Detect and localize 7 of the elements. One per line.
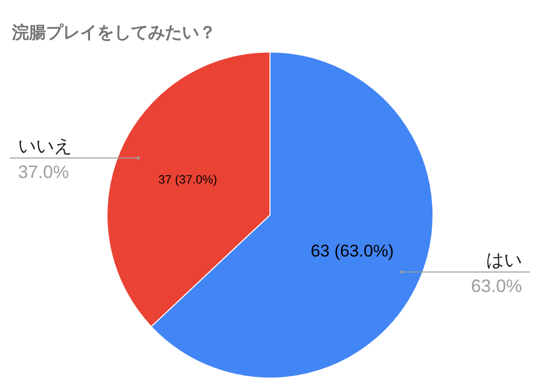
- chart-title: 浣腸プレイをしてみたい？: [11, 23, 216, 43]
- text: 37.0%: [18, 162, 70, 182]
- slice-label: いいえ: [18, 136, 72, 158]
- text: 63.0%: [470, 276, 522, 296]
- data-label: 37 (37.0%): [158, 172, 218, 187]
- slice-label: はい: [486, 250, 522, 271]
- data-label: 63 (63.0%): [310, 242, 394, 261]
